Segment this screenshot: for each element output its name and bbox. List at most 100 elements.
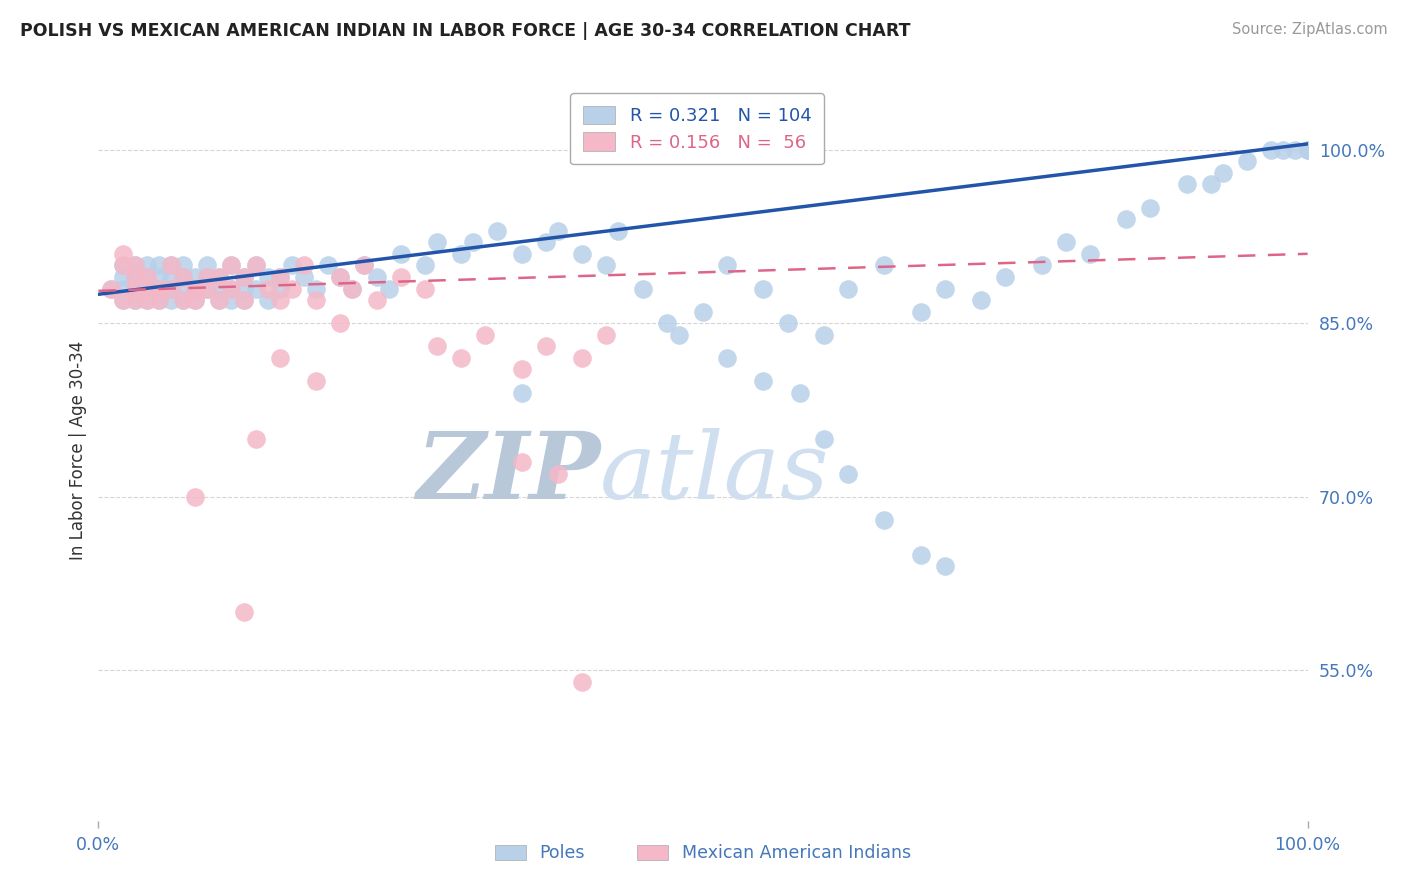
Point: [221, 259, 243, 273]
Point: [305, 281, 328, 295]
Point: [111, 269, 134, 284]
Point: [450, 351, 472, 365]
Point: [256, 269, 278, 284]
Point: [135, 281, 157, 295]
Point: [124, 259, 146, 273]
Point: [124, 281, 146, 295]
Point: [135, 269, 157, 284]
Point: [269, 269, 291, 284]
Point: [873, 259, 896, 273]
Point: [245, 259, 267, 273]
Point: [269, 269, 291, 284]
Point: [534, 339, 557, 353]
Point: [837, 467, 859, 481]
Point: [668, 327, 690, 342]
Point: [135, 293, 157, 307]
Point: [184, 281, 207, 295]
Point: [160, 281, 183, 295]
Point: [124, 269, 146, 284]
Point: [208, 293, 231, 307]
Point: [292, 269, 315, 284]
Point: [124, 293, 146, 307]
Legend: R = 0.321   N = 104, R = 0.156   N =  56: R = 0.321 N = 104, R = 0.156 N = 56: [569, 93, 824, 164]
Point: [547, 224, 569, 238]
Point: [366, 269, 388, 284]
Point: [184, 490, 207, 504]
Point: [195, 269, 218, 284]
Point: [135, 293, 157, 307]
Point: [655, 316, 678, 330]
Point: [389, 269, 412, 284]
Point: [208, 269, 231, 284]
Text: Source: ZipAtlas.com: Source: ZipAtlas.com: [1232, 22, 1388, 37]
Point: [970, 293, 993, 307]
Point: [1260, 143, 1282, 157]
Text: ZIP: ZIP: [416, 427, 600, 517]
Point: [910, 548, 932, 562]
Point: [329, 316, 352, 330]
Point: [631, 281, 654, 295]
Point: [389, 247, 412, 261]
Point: [195, 259, 218, 273]
Point: [172, 281, 194, 295]
Point: [100, 281, 122, 295]
Point: [111, 259, 134, 273]
Point: [510, 455, 533, 469]
Point: [510, 247, 533, 261]
Point: [305, 374, 328, 388]
Point: [232, 281, 254, 295]
Point: [245, 281, 267, 295]
Point: [245, 259, 267, 273]
Point: [111, 293, 134, 307]
Point: [463, 235, 485, 250]
Point: [450, 247, 472, 261]
Point: [160, 259, 183, 273]
Point: [184, 281, 207, 295]
Point: [316, 259, 339, 273]
Point: [184, 293, 207, 307]
Point: [342, 281, 364, 295]
Point: [910, 304, 932, 318]
Point: [1296, 143, 1319, 157]
Point: [1236, 154, 1258, 169]
Point: [256, 281, 278, 295]
Point: [256, 293, 278, 307]
Point: [1212, 166, 1234, 180]
Point: [232, 293, 254, 307]
Point: [1175, 178, 1198, 192]
Point: [1031, 259, 1053, 273]
Point: [692, 304, 714, 318]
Point: [1199, 178, 1222, 192]
Point: [148, 281, 170, 295]
Point: [595, 327, 617, 342]
Point: [148, 293, 170, 307]
Point: [1272, 143, 1295, 157]
Point: [124, 269, 146, 284]
Point: [245, 432, 267, 446]
Point: [716, 259, 738, 273]
Point: [148, 259, 170, 273]
Point: [184, 293, 207, 307]
Point: [292, 259, 315, 273]
Point: [534, 235, 557, 250]
Point: [994, 269, 1017, 284]
Point: [1054, 235, 1077, 250]
Point: [135, 269, 157, 284]
Point: [1284, 143, 1306, 157]
Point: [1296, 143, 1319, 157]
Point: [1139, 201, 1161, 215]
Point: [172, 269, 194, 284]
Point: [160, 269, 183, 284]
Point: [135, 281, 157, 295]
Point: [716, 351, 738, 365]
Point: [486, 224, 509, 238]
Point: [111, 259, 134, 273]
Point: [571, 674, 593, 689]
Point: [1078, 247, 1101, 261]
Point: [329, 269, 352, 284]
Point: [111, 293, 134, 307]
Text: atlas: atlas: [600, 427, 830, 517]
Point: [124, 281, 146, 295]
Point: [281, 281, 304, 295]
Point: [148, 281, 170, 295]
